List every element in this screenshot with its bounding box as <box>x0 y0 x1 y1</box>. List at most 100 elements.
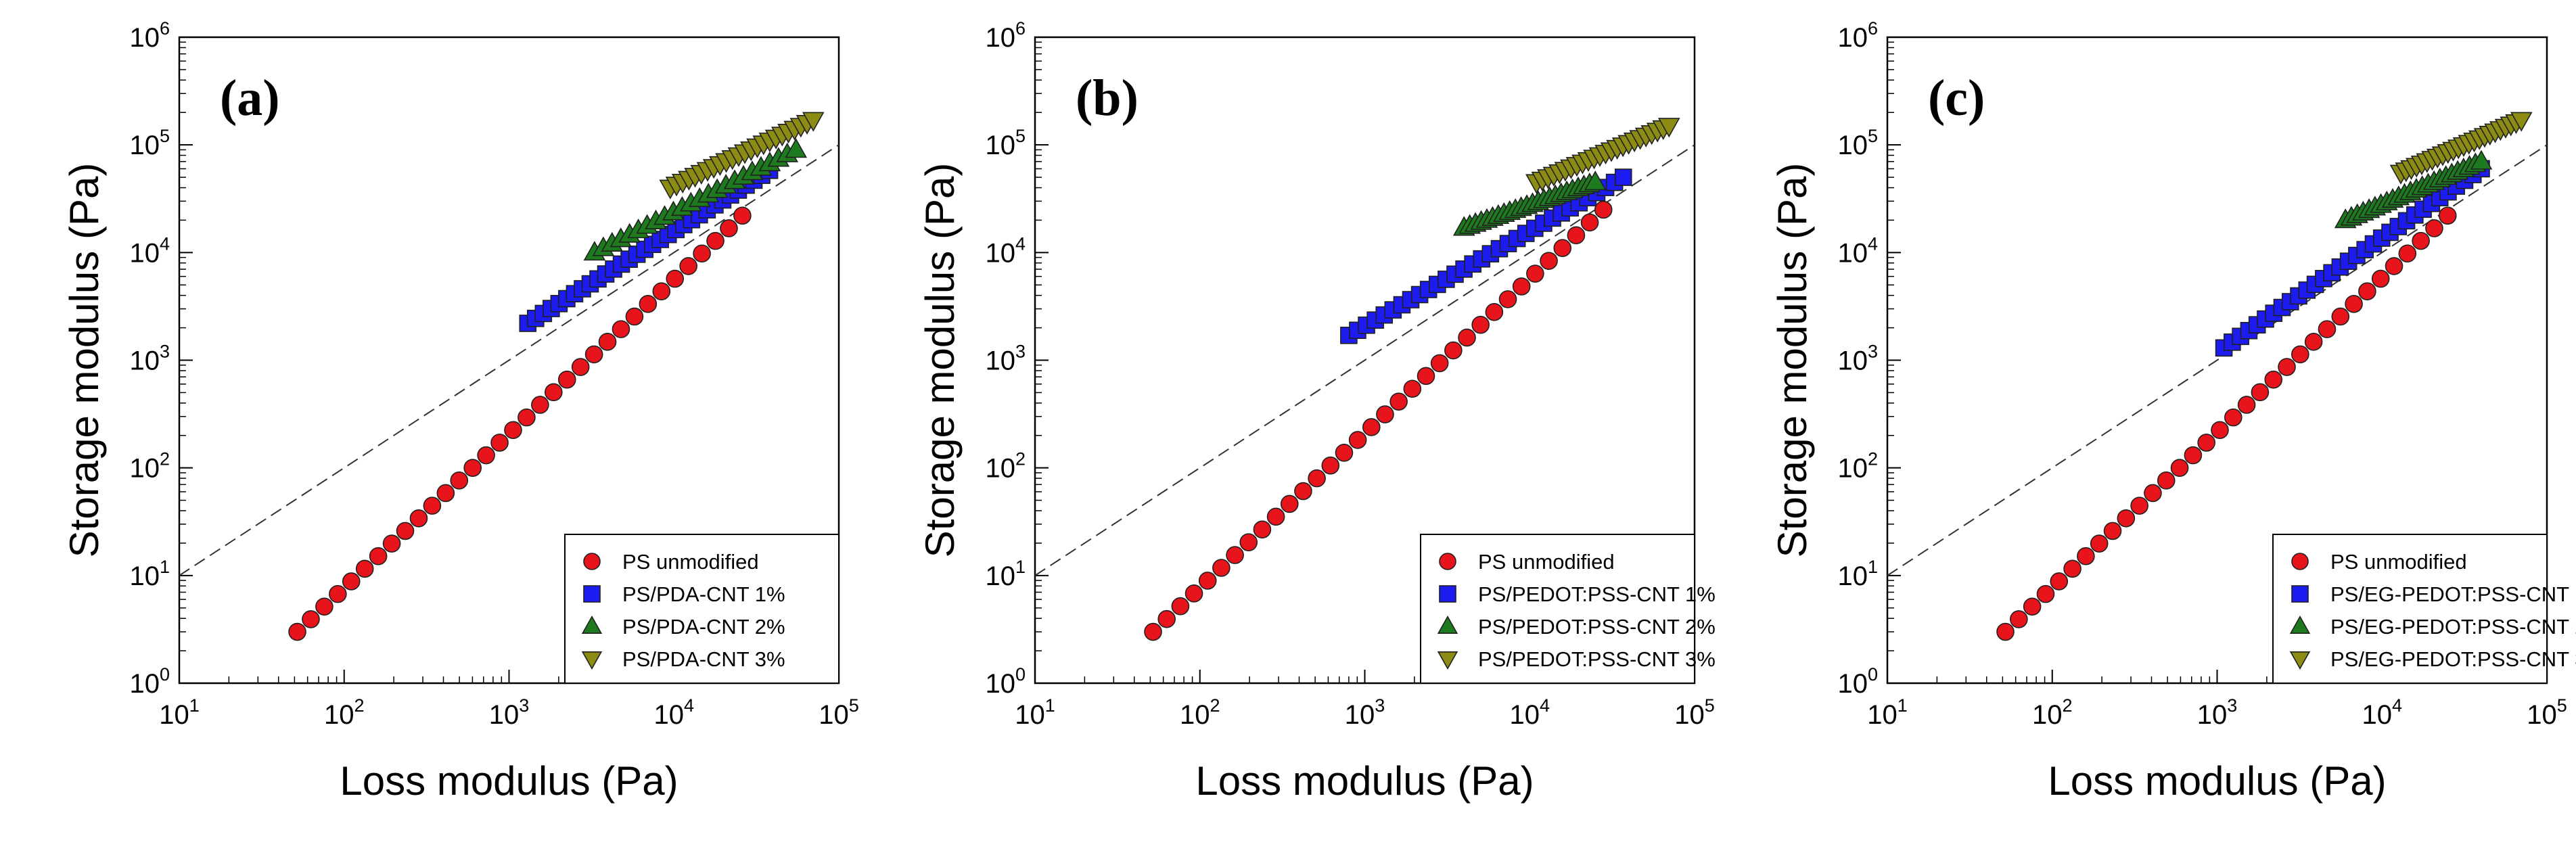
data-point <box>504 421 522 440</box>
x-tick-label: 105 <box>2527 695 2567 730</box>
data-point <box>2117 509 2136 528</box>
legend-marker <box>2291 553 2309 570</box>
y-tick-label: 101 <box>985 557 1026 591</box>
legend-marker <box>1437 615 1458 634</box>
legend-entry: PS unmodified <box>2330 550 2467 574</box>
data-point <box>2398 244 2417 263</box>
x-tick-label: 104 <box>1509 695 1550 730</box>
data-point <box>2197 434 2215 452</box>
data-point <box>1294 482 1312 501</box>
data-point <box>571 358 590 376</box>
data-point <box>2237 396 2256 414</box>
data-point <box>477 446 495 465</box>
data-point <box>1362 418 1381 436</box>
data-point <box>302 610 320 628</box>
y-tick-label: 100 <box>1837 664 1878 699</box>
data-point <box>2077 547 2095 565</box>
data-point <box>1540 252 1558 270</box>
y-tick-label: 106 <box>1837 18 1878 53</box>
y-tick-label: 106 <box>129 18 170 53</box>
data-point <box>1526 264 1544 283</box>
data-point <box>1485 302 1504 321</box>
data-point <box>490 434 509 452</box>
x-tick-label: 104 <box>2362 695 2402 730</box>
y-tick-label: 100 <box>129 664 170 699</box>
data-point <box>1280 494 1299 513</box>
x-tick-label: 101 <box>1015 695 1055 730</box>
data-point <box>1184 584 1203 603</box>
data-point <box>598 332 617 351</box>
data-point <box>2358 282 2376 300</box>
data-point <box>2157 471 2176 490</box>
data-point <box>2371 269 2390 288</box>
data-point <box>315 597 334 616</box>
legend-marker <box>2291 585 2309 603</box>
series-1 <box>1996 206 2457 641</box>
data-point <box>2510 112 2533 132</box>
y-axis-title: Storage modulus (Pa) <box>917 163 963 558</box>
legend-entry: PS unmodified <box>1478 550 1615 574</box>
y-tick-label: 102 <box>985 449 1026 484</box>
data-point <box>396 522 415 540</box>
series-1 <box>288 206 752 641</box>
legend-marker <box>2289 615 2311 634</box>
data-point <box>2090 534 2109 553</box>
data-point <box>1584 170 1607 191</box>
x-tick-label: 103 <box>489 695 530 730</box>
legend-marker <box>583 585 601 603</box>
data-point <box>423 496 442 515</box>
series-4 <box>1525 118 1680 194</box>
data-point <box>2345 295 2363 313</box>
data-point <box>2264 370 2283 389</box>
legend-marker <box>1437 651 1458 670</box>
data-point <box>2050 572 2069 591</box>
data-point <box>802 112 825 132</box>
data-point <box>1567 226 1586 245</box>
series-3 <box>583 138 808 261</box>
data-point <box>545 383 563 402</box>
data-point <box>2010 610 2028 628</box>
data-point <box>584 345 603 364</box>
y-tick-label: 102 <box>1837 449 1878 484</box>
data-point <box>382 534 401 553</box>
data-point <box>1348 431 1367 449</box>
x-tick-label: 102 <box>324 695 365 730</box>
data-point <box>1157 609 1176 628</box>
data-point <box>1403 379 1422 398</box>
data-point <box>436 484 455 503</box>
legend-box <box>2272 534 2548 684</box>
data-point <box>785 138 808 158</box>
data-point <box>531 396 549 414</box>
y-tick-label: 103 <box>985 342 1026 376</box>
data-point <box>369 547 388 565</box>
y-tick-label: 105 <box>129 126 170 160</box>
legend-entry: PS/PDA-CNT 2% <box>622 615 785 639</box>
data-point <box>355 559 374 578</box>
data-point <box>2412 231 2430 250</box>
legend-box <box>1420 534 1695 684</box>
data-point <box>342 572 361 591</box>
data-point <box>679 257 697 275</box>
data-point <box>1335 444 1354 462</box>
legend-entry: PS/PDA-CNT 1% <box>622 582 785 606</box>
data-point <box>639 295 658 313</box>
series-4 <box>2389 112 2533 185</box>
y-tick-label: 105 <box>1837 126 1878 160</box>
y-tick-label: 104 <box>985 233 1026 268</box>
reference-line <box>1034 144 1695 576</box>
data-point <box>706 231 724 250</box>
legend-marker <box>1439 553 1456 570</box>
x-tick-label: 102 <box>2032 695 2073 730</box>
data-point <box>666 269 685 288</box>
y-tick-label: 104 <box>129 233 170 268</box>
series-3 <box>2334 149 2493 229</box>
data-point <box>1226 546 1244 564</box>
data-point <box>1198 572 1217 590</box>
data-point <box>720 219 738 237</box>
data-point <box>2278 358 2296 376</box>
x-axis-title: Loss modulus (Pa) <box>340 758 678 804</box>
legend-entry: PS/EG-PEDOT:PSS-CNT 1% <box>2330 582 2576 606</box>
y-tick-label: 101 <box>129 557 170 591</box>
data-point <box>1512 277 1531 296</box>
